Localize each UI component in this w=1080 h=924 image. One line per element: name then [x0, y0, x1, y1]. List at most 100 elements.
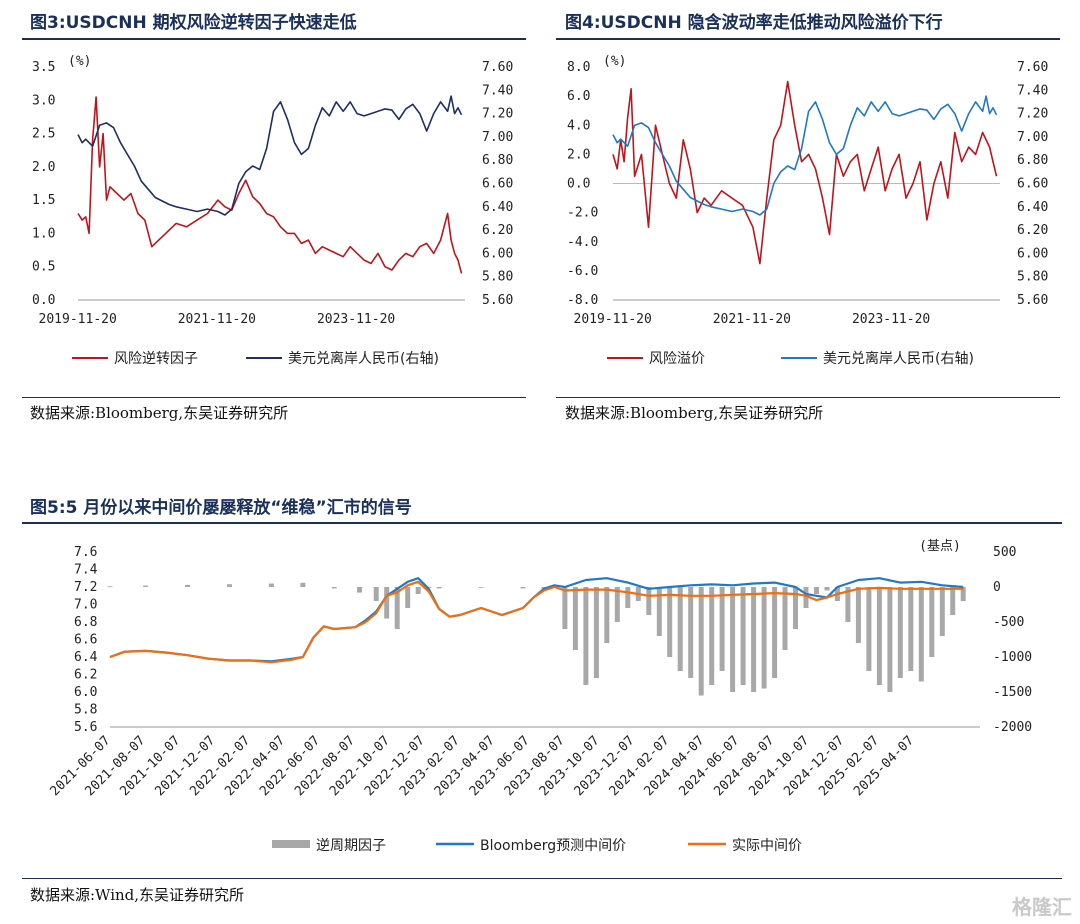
fig4-right-tick: 5.80	[1017, 270, 1048, 285]
fig5-bar	[625, 587, 631, 608]
fig3-right-tick: 7.20	[482, 107, 513, 122]
fig3-left-tick: 0.5	[32, 260, 55, 275]
fig5-bar	[688, 587, 694, 678]
fig5-left-tick: 7.6	[74, 545, 97, 560]
fig3-right-tick: 6.20	[482, 223, 513, 238]
fig5-bar	[593, 587, 599, 678]
fig4-series-a-line	[612, 80, 998, 265]
fig5-bar	[583, 587, 589, 685]
fig5-bar	[646, 587, 652, 615]
fig5-right-tick: 500	[993, 545, 1016, 560]
fig5-left-tick: 7.0	[74, 598, 97, 613]
fig3-left-tick: 2.5	[32, 127, 55, 142]
fig4-left-tick: 4.0	[567, 118, 590, 133]
fig5-left-tick: 6.8	[74, 615, 97, 630]
fig5-bar	[373, 587, 379, 601]
fig4-right-tick: 7.00	[1017, 130, 1048, 145]
fig3-legend-label-b: 美元兑离岸人民币(右轴)	[288, 350, 439, 367]
fig4-bottom-rule	[556, 397, 1060, 398]
fig5-bar	[803, 587, 809, 608]
fig5-legend-label-bars: 逆周期因子	[316, 838, 386, 854]
fig4-right-tick: 6.00	[1017, 246, 1048, 261]
fig5-left-tick: 7.2	[74, 580, 97, 595]
fig5-bar	[572, 587, 578, 650]
fig5-bar	[357, 587, 362, 593]
fig3-left-tick: 3.0	[32, 93, 55, 108]
fig3-right-tick: 5.60	[482, 293, 513, 308]
fig4-x-tick: 2023-11-20	[852, 312, 930, 327]
fig3-right-tick: 7.40	[482, 83, 513, 98]
fig5-bar	[855, 587, 861, 643]
fig3-x-tick: 2019-11-20	[39, 312, 117, 327]
fig4-right-tick: 7.60	[1017, 60, 1048, 75]
fig5-left-tick: 6.6	[74, 633, 97, 648]
fig5-bloomberg-line	[109, 577, 964, 663]
fig5-bar	[730, 587, 736, 692]
fig4-left-tick: -8.0	[567, 293, 598, 308]
fig5-bar	[562, 587, 568, 629]
fig5-legend-label-bloomberg: Bloomberg预测中间价	[480, 838, 626, 854]
fig5-bar	[929, 587, 935, 657]
fig5-bar	[751, 587, 757, 692]
fig4-left-tick: 2.0	[567, 147, 590, 162]
fig5-bar	[436, 587, 442, 589]
fig5-source: 数据来源:Wind,东吴证券研究所	[30, 886, 245, 904]
fig3-left-tick: 1.5	[32, 193, 55, 208]
fig3-left-tick: 0.0	[32, 293, 55, 308]
fig5-bar	[520, 587, 526, 589]
fig5-left-tick: 5.6	[74, 720, 97, 735]
fig5-bar	[394, 587, 400, 629]
fig3-right-tick: 6.60	[482, 177, 513, 192]
fig4-left-tick: -6.0	[567, 264, 598, 279]
fig4-left-unit: (%)	[603, 54, 626, 69]
watermark-logo: 格隆汇	[1012, 895, 1072, 919]
fig5-bar	[331, 587, 337, 589]
fig4-left-tick: -2.0	[567, 206, 598, 221]
fig3-source: 数据来源:Bloomberg,东吴证券研究所	[30, 404, 289, 422]
fig4-x-tick: 2019-11-20	[574, 312, 652, 327]
fig5-left-tick: 5.8	[74, 703, 97, 718]
fig5-right-tick: -1000	[993, 650, 1032, 665]
fig4-right-tick: 6.60	[1017, 177, 1048, 192]
fig5-left-tick: 6.2	[74, 668, 97, 683]
fig5-bar	[143, 585, 149, 587]
fig5-bar	[866, 587, 872, 671]
fig5-bar	[384, 587, 390, 619]
fig4-legend-label-a: 风险溢价	[649, 351, 705, 367]
fig3-left-unit: (%)	[68, 54, 91, 69]
fig5-bar	[677, 587, 683, 671]
fig5-bar	[908, 587, 914, 671]
fig4-title: 图4:USDCNH 隐含波动率走低推动风险溢价下行	[565, 13, 943, 33]
fig5-bar	[950, 587, 956, 615]
fig3-x-tick: 2021-11-20	[178, 312, 256, 327]
fig5-right-unit: (基点)	[919, 539, 961, 554]
fig5-legend-swatch-bars	[272, 840, 310, 848]
fig5-left-tick: 6.4	[74, 650, 98, 665]
fig5-bar	[107, 586, 113, 588]
fig5-left-tick: 7.4	[74, 563, 98, 578]
fig5-bar	[939, 587, 945, 636]
fig3-right-tick: 6.00	[482, 246, 513, 261]
fig5-bar	[185, 584, 191, 587]
fig5-bar	[918, 587, 924, 682]
fig3-legend-label-a: 风险逆转因子	[114, 351, 198, 367]
fig5-right-tick: -1500	[993, 685, 1032, 700]
fig4-legend-label-b: 美元兑离岸人民币(右轴)	[823, 350, 974, 367]
fig5-bar	[415, 587, 421, 594]
fig4-series-b-line	[612, 95, 998, 216]
fig5-bar	[897, 587, 903, 678]
fig3-right-tick: 7.60	[482, 60, 513, 75]
fig5-bar	[300, 582, 306, 587]
fig5-bottom-rule	[22, 878, 1062, 879]
fig5-bar	[227, 584, 232, 587]
fig5-bar	[845, 587, 851, 622]
fig5-right-tick: 0	[993, 580, 1001, 595]
fig3-chart: 3.5 3.0 2.5 2.0 1.5 1.0 0.5 0.0 (%) 7.60 7.40 7.20 7…	[32, 54, 513, 367]
fig5-top-rule	[22, 522, 1062, 524]
fig5-bar	[719, 587, 725, 671]
fig5-bar	[709, 587, 715, 685]
fig3-top-rule	[22, 38, 526, 40]
fig4-right-tick: 7.40	[1017, 83, 1048, 98]
fig4-right-tick: 6.20	[1017, 223, 1048, 238]
fig5-bar	[740, 587, 746, 685]
